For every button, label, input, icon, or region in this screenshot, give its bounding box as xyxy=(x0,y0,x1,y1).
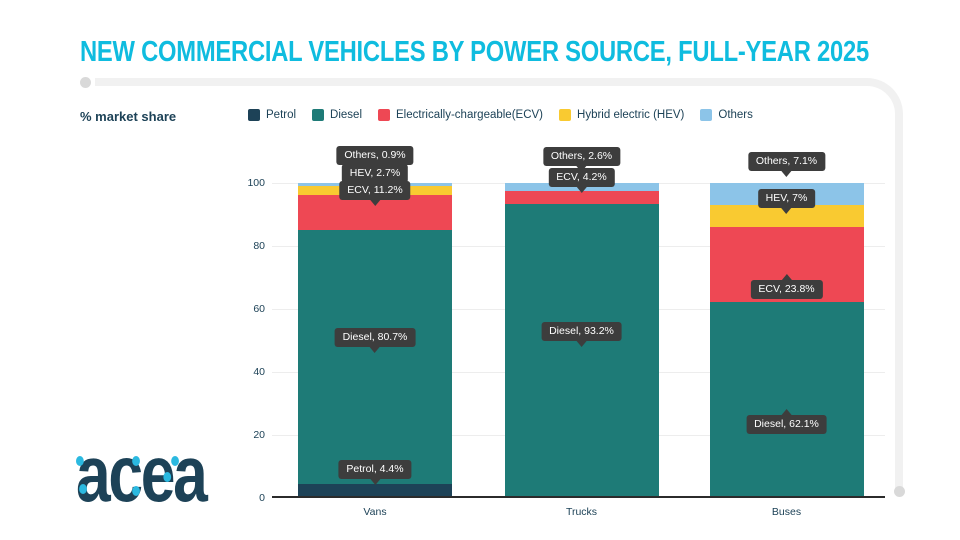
data-label: ECV, 23.8% xyxy=(750,280,823,300)
data-label: Diesel, 93.2% xyxy=(541,322,622,342)
logo-dot xyxy=(132,456,140,466)
data-label: ECV, 4.2% xyxy=(548,168,615,188)
legend-label: Others xyxy=(718,109,753,121)
data-label: HEV, 7% xyxy=(757,189,816,209)
y-axis-tick-label: 0 xyxy=(259,491,265,504)
x-axis-label-vans: Vans xyxy=(363,506,387,518)
legend-item: Others xyxy=(700,109,753,121)
y-axis-tick-label: 80 xyxy=(253,239,265,252)
bar-segment-buses-diesel xyxy=(709,302,864,498)
data-label: Others, 2.6% xyxy=(542,147,621,167)
logo-dot xyxy=(132,486,140,496)
y-axis-tick-label: 20 xyxy=(253,428,265,441)
legend-item: Hybrid electric (HEV) xyxy=(559,109,684,121)
data-label: ECV, 11.2% xyxy=(339,181,411,201)
data-label: HEV, 2.7% xyxy=(341,164,409,184)
bar-buses xyxy=(709,183,864,498)
bar-segment-trucks-diesel xyxy=(504,204,659,498)
data-label: Diesel, 80.7% xyxy=(334,328,416,348)
legend-label: Electrically-chargeable(ECV) xyxy=(396,109,544,121)
data-label: Others, 7.1% xyxy=(747,152,826,172)
legend-label: Hybrid electric (HEV) xyxy=(577,109,685,121)
bar-segment-vans-petrol xyxy=(298,484,452,498)
data-label: Others, 0.9% xyxy=(336,146,414,166)
bar-segment-buses-hybrid-electric-hev- xyxy=(709,205,864,228)
legend-swatch xyxy=(312,109,325,121)
y-axis-tick-label: 100 xyxy=(247,176,265,189)
bar-segment-trucks-electrically-chargeable-ecv- xyxy=(504,191,659,205)
acea-logo: acea xyxy=(76,434,256,524)
y-axis-tick-label: 60 xyxy=(253,302,265,315)
bar-vans xyxy=(298,183,452,498)
page-title: NEW COMMERCIAL VEHICLES BY POWER SOURCE,… xyxy=(80,36,869,68)
logo-dot xyxy=(76,456,84,466)
logo-dot xyxy=(163,472,172,482)
legend-item: Electrically-chargeable(ECV) xyxy=(378,109,543,121)
x-axis-label-buses: Buses xyxy=(771,506,802,518)
legend-swatch xyxy=(559,109,572,121)
legend-swatch xyxy=(248,109,260,121)
legend-swatch xyxy=(378,109,391,121)
legend-item: Petrol xyxy=(248,109,296,121)
logo-text: acea xyxy=(76,429,208,518)
frame-dot-end xyxy=(894,486,905,497)
plot-area xyxy=(272,183,885,498)
legend-label: Petrol xyxy=(266,109,297,121)
legend-swatch xyxy=(700,109,713,121)
decorative-frame xyxy=(95,78,903,492)
legend-label: Diesel xyxy=(330,109,363,121)
y-axis-title: % market share xyxy=(80,109,177,124)
legend: Petrol Diesel Electrically-chargeable(ECV)… xyxy=(248,109,753,121)
x-axis-label-trucks: Trucks xyxy=(565,506,598,518)
logo-dot xyxy=(171,456,179,466)
y-axis-tick-label: 40 xyxy=(253,365,265,378)
data-label: Diesel, 62.1% xyxy=(746,415,827,435)
data-label: Petrol, 4.4% xyxy=(338,460,412,480)
logo-dot xyxy=(79,484,87,494)
x-axis-line xyxy=(272,496,885,498)
legend-item: Diesel xyxy=(312,109,362,121)
bar-segment-vans-diesel xyxy=(298,229,452,485)
frame-dot-start xyxy=(80,77,91,88)
